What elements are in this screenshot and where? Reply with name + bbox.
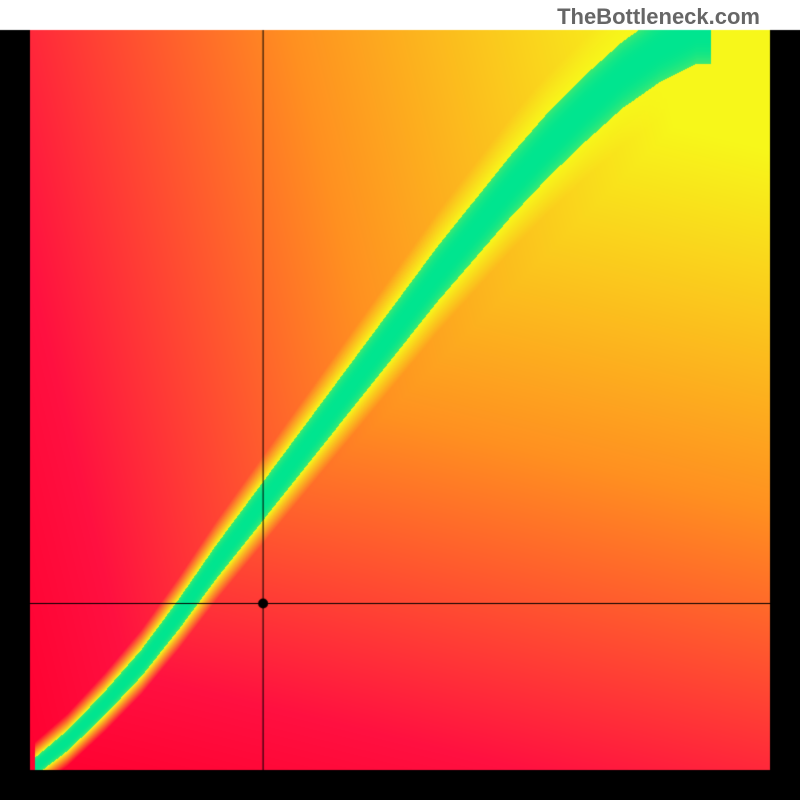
watermark-text: TheBottleneck.com xyxy=(557,4,760,30)
bottleneck-heatmap xyxy=(0,0,800,800)
chart-container: TheBottleneck.com xyxy=(0,0,800,800)
